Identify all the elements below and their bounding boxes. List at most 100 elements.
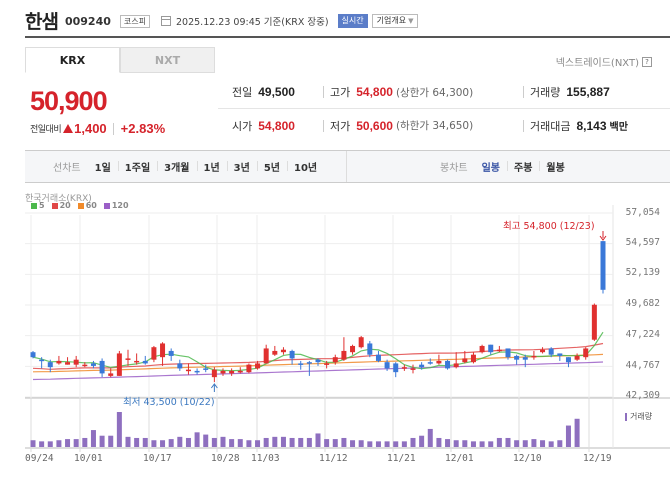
volume-swatch — [625, 412, 627, 421]
divider — [323, 119, 324, 132]
company-overview-label: 기업개요 — [376, 16, 407, 25]
x-tick: 11/21 — [387, 453, 416, 464]
divider — [523, 86, 524, 98]
header-divider — [25, 36, 670, 38]
y-tick: 47,224 — [625, 329, 660, 340]
candle-chart-label[interactable]: 봉차트 — [440, 163, 468, 174]
high-annotation: 최고 54,800 (12/23) — [503, 221, 595, 232]
stat-label: 시가 — [232, 119, 253, 133]
stat-label: 전일 — [232, 86, 253, 99]
tab-krx[interactable]: KRX — [25, 47, 120, 73]
stat-unit: 백만 — [609, 122, 628, 133]
stat-trade-value: 거래대금 8,143 백만 — [523, 118, 663, 134]
stat-value: 54,800 — [258, 118, 295, 133]
company-overview-dropdown[interactable]: 기업개요 ▼ — [371, 14, 419, 28]
candlestick-chart[interactable] — [0, 205, 670, 455]
y-tick: 52,139 — [625, 267, 660, 278]
legend-ma5: 5 — [31, 201, 45, 210]
x-tick: 12/10 — [513, 453, 542, 464]
upper-limit: (상한가 64,300) — [395, 86, 474, 99]
legend-swatch — [103, 202, 110, 209]
stats-row-2: 시가 54,800 저가 50,600 (하한가 34,650) 거래대금 8,… — [218, 109, 670, 142]
legend-swatch — [77, 202, 84, 209]
period-5y[interactable]: 5년 — [256, 159, 287, 174]
period-1y[interactable]: 1년 — [196, 159, 227, 174]
legend-label: 120 — [111, 201, 129, 210]
y-tick: 42,309 — [625, 390, 660, 401]
stat-label: 거래량 — [530, 86, 561, 99]
help-icon[interactable]: ? — [642, 56, 652, 67]
market-badge: 코스피 — [119, 14, 150, 28]
line-chart-periods: 선차트 1일 1주일 3개월 1년 3년 5년 10년 — [25, 151, 347, 182]
stat-value: 8,143 — [576, 118, 607, 133]
stats-row-1: 전일 49,500 고가 54,800 (상한가 64,300) 거래량 155… — [218, 76, 670, 109]
stat-volume: 거래량 155,887 — [523, 84, 663, 100]
period-weekly[interactable]: 주봉 — [507, 159, 539, 174]
y-tick: 57,054 — [625, 207, 660, 218]
legend-swatch — [51, 202, 58, 209]
chevron-down-icon: ▼ — [408, 17, 414, 25]
divider — [523, 119, 524, 132]
stock-code: 009240 — [64, 15, 111, 28]
nextrade-link[interactable]: 넥스트레이드(NXT) ? — [556, 54, 652, 69]
period-10y[interactable]: 10년 — [287, 159, 324, 174]
stat-high: 고가 54,800 (상한가 64,300) — [323, 84, 523, 100]
volume-legend-label: 거래량 — [630, 412, 653, 421]
x-tick: 12/01 — [445, 453, 474, 464]
calendar-icon — [161, 16, 171, 26]
low-annotation: 최저 43,500 (10/22) — [123, 397, 215, 408]
chart-source-caption: 한국거래소(KRX) — [25, 194, 92, 204]
company-name: 한샘 — [25, 10, 59, 33]
candle-chart-periods: 봉차트 일봉 주봉 월봉 — [347, 159, 572, 174]
divider — [112, 122, 114, 135]
period-1d[interactable]: 1일 — [94, 163, 111, 174]
chart-period-bar: 선차트 1일 1주일 3개월 1년 3년 5년 10년 봉차트 일봉 주봉 월봉 — [25, 150, 670, 183]
x-tick: 11/03 — [251, 453, 280, 464]
x-tick: 10/01 — [74, 453, 103, 464]
quote-stats: 전일 49,500 고가 54,800 (상한가 64,300) 거래량 155… — [218, 76, 670, 142]
line-chart-label[interactable]: 선차트 — [53, 163, 81, 174]
y-tick: 54,597 — [625, 237, 660, 248]
stat-value: 155,887 — [566, 85, 610, 99]
stat-label: 거래대금 — [530, 119, 571, 133]
period-3y[interactable]: 3년 — [226, 159, 257, 174]
stat-low: 저가 50,600 (하한가 34,650) — [323, 118, 523, 134]
stat-label: 고가 — [330, 86, 351, 99]
period-1w[interactable]: 1주일 — [117, 159, 157, 174]
stat-prev-close: 전일 49,500 — [218, 84, 323, 100]
legend-ma20: 20 — [51, 201, 71, 210]
quote-datetime: 2025.12.23 09:45 기준(KRX 장중) — [176, 17, 329, 28]
change-label: 전일대비 — [30, 125, 62, 135]
ma-legend: 5 20 60 120 — [31, 201, 136, 210]
stock-header: 한샘 009240 코스피 2025.12.23 09:45 기준(KRX 장중… — [25, 8, 419, 33]
change-amount: 1,400 — [74, 121, 107, 136]
legend-ma60: 60 — [77, 201, 97, 210]
divider — [323, 86, 324, 98]
change-percent: +2.83% — [120, 121, 166, 136]
current-price: 50,900 — [30, 86, 108, 116]
legend-label: 5 — [39, 201, 45, 210]
exchange-tabs: KRX NXT — [25, 47, 215, 73]
x-tick: 09/24 — [25, 453, 54, 464]
x-tick: 10/17 — [143, 453, 172, 464]
legend-swatch — [31, 202, 37, 209]
stat-value: 54,800 — [356, 85, 393, 99]
stat-value: 49,500 — [258, 85, 295, 99]
legend-label: 20 — [59, 201, 71, 210]
stat-label: 저가 — [330, 119, 351, 133]
price-change: 전일대비 1,400 +2.83% — [30, 121, 165, 136]
period-daily[interactable]: 일봉 — [481, 163, 501, 174]
y-tick: 49,682 — [625, 298, 660, 309]
realtime-badge[interactable]: 실시간 — [337, 14, 368, 28]
x-tick: 10/28 — [211, 453, 240, 464]
x-tick: 12/19 — [583, 453, 612, 464]
stat-open: 시가 54,800 — [218, 118, 323, 134]
nextrade-link-label: 넥스트레이드(NXT) — [555, 58, 639, 69]
tab-nxt[interactable]: NXT — [120, 47, 215, 73]
period-monthly[interactable]: 월봉 — [539, 159, 571, 174]
y-tick: 44,767 — [625, 360, 660, 371]
x-tick: 11/12 — [319, 453, 348, 464]
legend-label: 60 — [85, 201, 97, 210]
period-3m[interactable]: 3개월 — [157, 159, 196, 174]
up-triangle-icon — [63, 124, 74, 133]
